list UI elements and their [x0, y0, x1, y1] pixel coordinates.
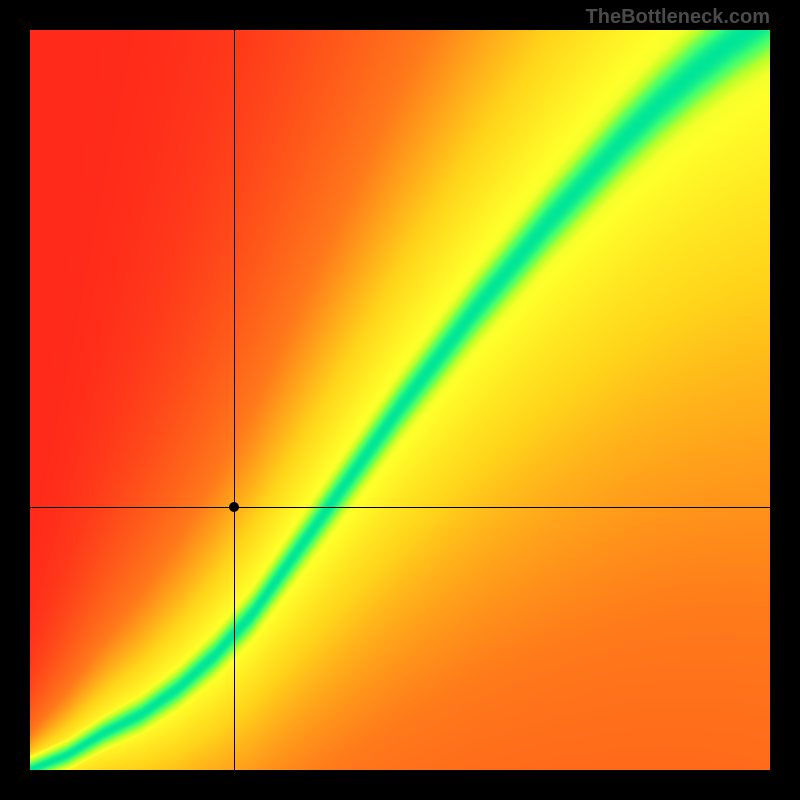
crosshair-dot — [229, 502, 239, 512]
crosshair-vertical-line — [234, 30, 235, 770]
watermark-text: TheBottleneck.com — [586, 6, 770, 29]
crosshair-horizontal-line — [30, 507, 770, 508]
heatmap-canvas — [30, 30, 770, 770]
bottleneck-heatmap — [30, 30, 770, 770]
